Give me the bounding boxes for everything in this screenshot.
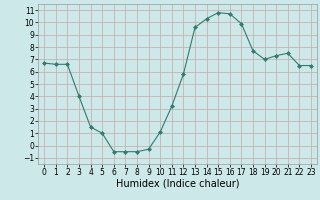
X-axis label: Humidex (Indice chaleur): Humidex (Indice chaleur) bbox=[116, 179, 239, 189]
